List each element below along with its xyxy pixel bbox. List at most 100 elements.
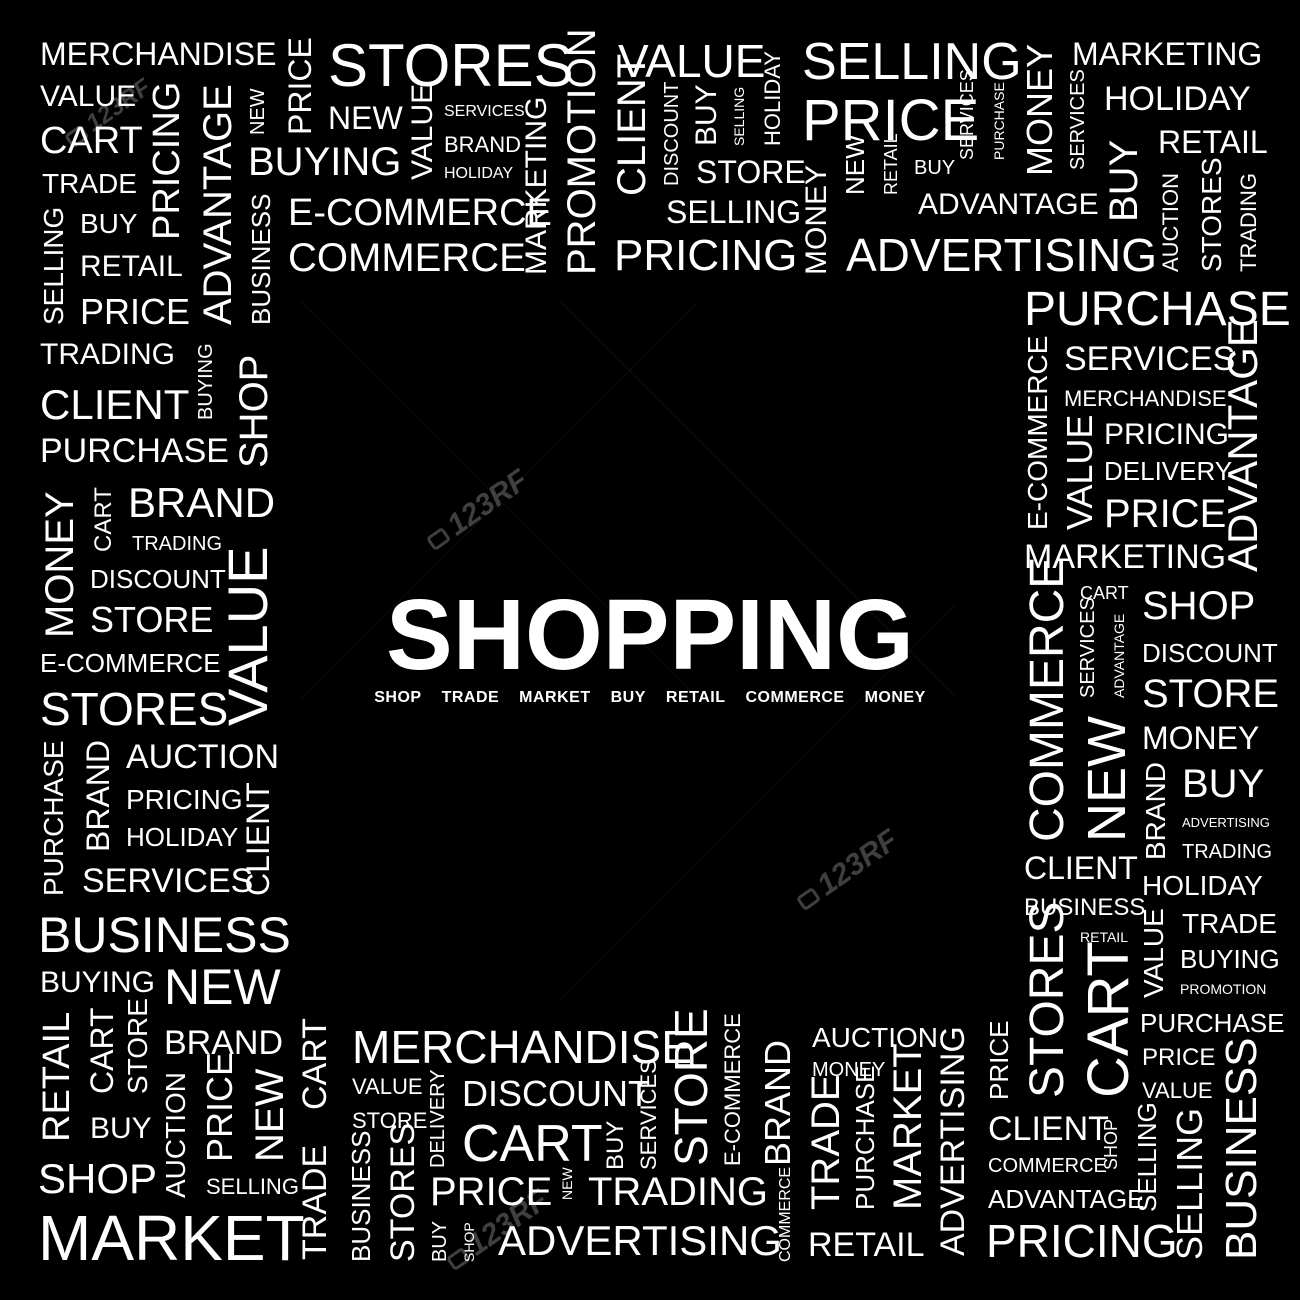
word: STORES [1021, 901, 1074, 1099]
word: NEW [247, 88, 269, 135]
word: PROMOTION [1180, 981, 1267, 997]
word: HOLIDAY [1104, 80, 1251, 118]
word: BUSINESS [1217, 1037, 1266, 1260]
word: E-COMMERCE [40, 648, 221, 678]
word: SELLING [38, 206, 69, 325]
word: DISCOUNT [1142, 638, 1278, 668]
word: NEW [328, 100, 403, 136]
word: SERVICES [1064, 340, 1236, 378]
word: STORE [122, 998, 153, 1094]
word: VALUE [618, 35, 766, 87]
word: DISCOUNT [90, 564, 226, 594]
word: SELLING [666, 194, 802, 230]
word: RETAIL [808, 1226, 925, 1264]
word: TRADING [1182, 841, 1272, 863]
word: CLIENT [1024, 850, 1138, 886]
word: NEW [248, 1068, 292, 1162]
word: BUSINESS [246, 193, 276, 326]
word: CART [462, 1115, 603, 1173]
subtitle-word: RETAIL [665, 689, 726, 706]
word: SELLING [802, 33, 1022, 91]
watermark-logo: 123RF [790, 823, 905, 917]
word: BUYING [195, 343, 217, 420]
word: HOLIDAY [126, 822, 239, 852]
word: ADVERTISING [846, 229, 1157, 281]
word: MERCHANDISE [352, 1021, 692, 1073]
word: SHOP [461, 1222, 477, 1262]
word: VALUE [1138, 908, 1169, 998]
word: AUCTION [126, 738, 279, 776]
word: ADVANTAGE [196, 84, 240, 325]
word: DISCOUNT [661, 81, 683, 186]
word: VALUE [352, 1074, 423, 1099]
word: PRICE [1142, 1044, 1216, 1071]
subtitle-word: COMMERCE [745, 689, 845, 706]
word: CLIENT [988, 1110, 1109, 1148]
word: PRICE [282, 37, 318, 135]
word: MARKET [38, 1202, 305, 1274]
word: CART [1076, 941, 1141, 1098]
word: BRAND [128, 479, 276, 526]
word: MARKETING [1024, 538, 1227, 576]
word: SHOP [38, 1155, 158, 1202]
word: VALUE [406, 83, 439, 180]
word: AUCTION [812, 1022, 938, 1053]
word: TRADE [42, 168, 137, 199]
word: SELLING [1132, 1102, 1162, 1212]
word: RETAIL [1080, 929, 1128, 945]
subtitle-word: MONEY [864, 689, 926, 706]
word: VALUE [216, 546, 279, 726]
word: PURCHASE [1024, 283, 1291, 336]
word: STORE [352, 1108, 428, 1133]
word: NEW [1077, 716, 1137, 842]
word: BUSINESS [346, 1130, 376, 1263]
word: AUCTION [160, 1072, 191, 1198]
word: BUY [80, 208, 138, 239]
word: TRADING [132, 533, 222, 555]
word: NEW [559, 1167, 575, 1200]
subtitle-word: TRADE [441, 689, 500, 706]
word: STORE [90, 599, 214, 640]
word: BUSINESS [38, 907, 291, 963]
word: MARKETING [520, 96, 553, 275]
word: RETAIL [80, 250, 183, 283]
word: PURCHASE [991, 82, 1007, 160]
subtitle-word: MARKET [519, 689, 591, 706]
word: CART [84, 1007, 120, 1094]
word: VALUE [1059, 414, 1100, 530]
word: BUY [1182, 762, 1265, 806]
word: BRAND [444, 132, 522, 157]
word: SELLING [731, 86, 747, 146]
word: RETAIL [881, 133, 901, 195]
word: HOLIDAY [760, 51, 785, 146]
word: STORE [696, 154, 806, 190]
word: BRAND [757, 1039, 798, 1166]
word: PRICING [1104, 418, 1230, 451]
word: COMMERCE [1021, 556, 1074, 842]
word: TRADING [40, 338, 175, 371]
word: BRAND [1140, 761, 1171, 860]
word: BUY [90, 1112, 152, 1145]
word: E-COMMERCE [1022, 335, 1053, 530]
word: PROMOTION [560, 28, 604, 275]
word: ADVERTISING [498, 1217, 782, 1264]
word: BRAND [164, 1024, 284, 1062]
word: CART [90, 487, 117, 552]
word: HOLIDAY [1142, 870, 1263, 901]
word: E-COMMERCE [720, 1013, 745, 1166]
word: SELLING [206, 1174, 299, 1199]
word: STORES [328, 32, 574, 99]
word: BUY [1102, 139, 1146, 222]
word: PRICE [1104, 492, 1227, 536]
word: STORES [384, 1122, 422, 1262]
word: CART [40, 120, 143, 162]
word: MONEY [812, 1059, 886, 1081]
word: TRADE [296, 1144, 334, 1260]
word: CLIENT [40, 381, 190, 428]
word: E-COMMERCE [288, 192, 552, 234]
word: PRICING [614, 231, 798, 280]
word: MARKET [886, 1043, 930, 1210]
subtitle-word: BUY [610, 689, 646, 706]
camera-icon [795, 886, 822, 912]
word: HOLIDAY [444, 165, 514, 182]
